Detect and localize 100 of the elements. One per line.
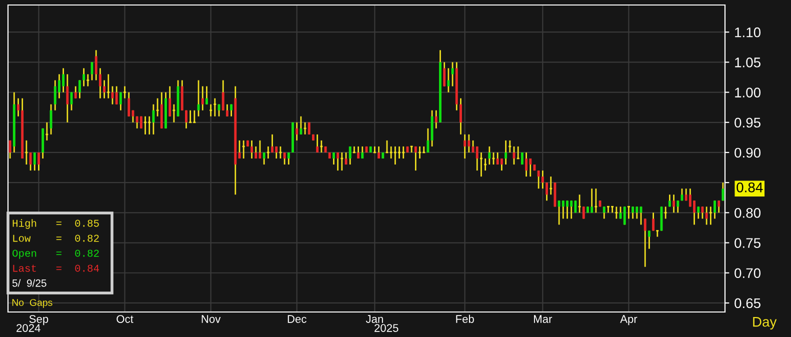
candlestick [336, 152, 340, 172]
candlestick [443, 61, 446, 87]
candlestick [648, 230, 650, 250]
candlestick [205, 86, 208, 106]
candlestick [201, 86, 204, 112]
candlestick [361, 146, 364, 160]
candlestick [722, 182, 724, 202]
x-tick-label: Oct [116, 315, 134, 323]
candlestick [578, 194, 582, 214]
candlestick [128, 92, 130, 118]
candlestick [468, 134, 470, 154]
annotation: 5/ 9/25 [12, 279, 46, 287]
candlestick [590, 188, 594, 214]
candlestick [672, 194, 676, 214]
y-tick-label: 0.75 [734, 238, 760, 248]
candlestick [17, 98, 20, 118]
candlestick [82, 68, 86, 87]
candlestick [271, 134, 274, 154]
candlestick [668, 194, 671, 208]
candlestick [496, 152, 499, 166]
candlestick [582, 206, 585, 220]
candlestick [574, 200, 577, 214]
candlestick [156, 98, 160, 118]
x-tick-label: Nov [202, 315, 221, 323]
candlestick [78, 80, 81, 99]
candlestick [103, 80, 106, 99]
candlestick [300, 116, 302, 136]
candlestick [54, 80, 56, 112]
candlestick [652, 212, 655, 232]
candlestick [254, 146, 258, 160]
candlestick [357, 146, 360, 160]
candlestick [98, 68, 102, 99]
candlestick [74, 86, 77, 99]
candlestick [258, 140, 262, 160]
text: Day [753, 317, 777, 330]
candlestick [184, 110, 188, 130]
candlestick [152, 104, 155, 136]
candlestick [348, 146, 352, 166]
candlestick [172, 104, 176, 124]
candlestick [537, 170, 540, 190]
candlestick [332, 152, 335, 166]
candlestick [614, 206, 618, 220]
candlestick [644, 218, 646, 268]
candlestick [308, 122, 310, 136]
candlestick [541, 170, 544, 190]
candlestick [701, 206, 704, 220]
x-tick-label: Sep [29, 315, 48, 326]
candlestick [8, 140, 12, 160]
candlestick [378, 146, 380, 160]
candlestick [222, 80, 224, 112]
text: 2025 [374, 324, 398, 332]
candlestick [602, 206, 606, 220]
x-tick-label: Feb [456, 314, 474, 323]
x-tick-label: Jan [366, 315, 383, 323]
x-tick-label: Apr [620, 315, 638, 326]
candlestick [303, 122, 307, 136]
candlestick [504, 140, 508, 166]
candlestick [426, 128, 430, 154]
candlestick [296, 122, 298, 142]
candlestick [66, 74, 69, 124]
candlestick [594, 188, 598, 214]
candlestick [94, 49, 98, 81]
candlestick [45, 122, 49, 142]
y-tick-label: 0.65 [734, 298, 760, 308]
candlestick [570, 200, 573, 220]
candlestick [287, 152, 290, 166]
x-tick-label: Mar [534, 315, 552, 323]
y-tick-label: 1.05 [735, 58, 760, 68]
candlestick [38, 152, 40, 172]
candlestick [250, 140, 254, 160]
annotation: Open = 0.82 [12, 250, 99, 259]
y-tick-label: 0.80 [734, 208, 761, 218]
candlestick [414, 146, 417, 172]
candlestick [525, 152, 528, 178]
candlestick [488, 146, 491, 166]
candlestick [697, 206, 700, 220]
text: 0.84 [736, 182, 763, 192]
candlestick [529, 158, 532, 178]
candlestick [434, 110, 438, 130]
y-tick-label: 1.00 [735, 88, 761, 98]
candlestick [714, 200, 716, 220]
candlestick [283, 152, 286, 166]
candlestick [62, 68, 65, 93]
candlestick [451, 61, 454, 87]
candlestick [718, 200, 720, 214]
candlestick [705, 206, 708, 226]
candlestick [140, 116, 142, 130]
candlestick [632, 206, 634, 220]
candlestick [119, 92, 122, 112]
candlestick [566, 200, 568, 220]
text: 2024 [16, 324, 40, 332]
candlestick [33, 152, 36, 172]
candlestick [562, 200, 564, 220]
candlestick [168, 86, 172, 118]
annotation: Last = 0.84 [13, 264, 99, 272]
candlestick [262, 152, 266, 166]
y-tick-label: 0.70 [734, 268, 761, 278]
candlestick [275, 146, 278, 160]
candlestick [464, 134, 466, 160]
candlestick [447, 68, 450, 93]
